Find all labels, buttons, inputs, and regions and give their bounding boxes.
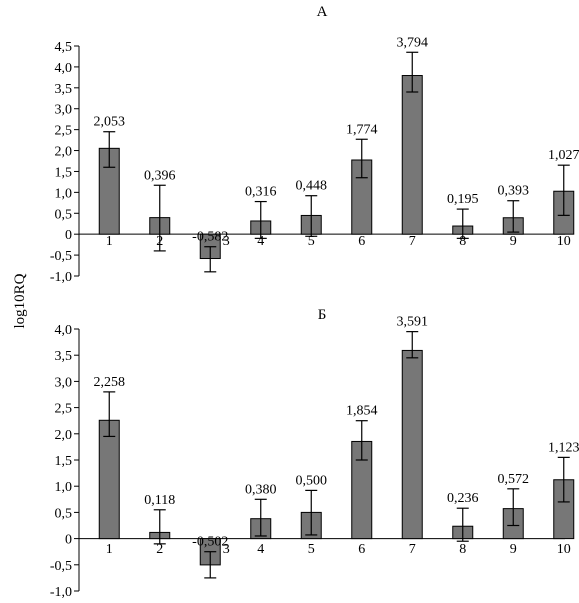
category-label: 6 [358, 234, 365, 249]
category-label: 4 [257, 234, 264, 249]
data-label: 0,393 [498, 184, 530, 199]
category-label: 4 [257, 542, 264, 557]
category-label: 10 [557, 234, 571, 249]
y-axis-label: log10RQ [12, 273, 28, 328]
data-label: 0,236 [447, 491, 479, 506]
y-tick-label: 0,5 [55, 207, 73, 222]
data-label: 0,396 [144, 168, 176, 183]
y-tick-label: 3,0 [55, 103, 73, 118]
data-label: 3,591 [397, 315, 429, 330]
category-label: 7 [409, 234, 416, 249]
data-label: 3,794 [397, 35, 429, 50]
bar [98, 419, 120, 540]
data-label: 0,500 [296, 473, 328, 488]
y-tick-label: 0 [65, 228, 72, 243]
y-tick-label: 1,0 [55, 186, 73, 201]
data-label: 0,448 [296, 179, 328, 194]
y-tick-label: 2,5 [55, 124, 73, 139]
data-label: 0,572 [498, 472, 530, 487]
bar [401, 75, 423, 235]
data-label: 0,380 [245, 482, 277, 497]
y-tick-label: 3,5 [55, 349, 73, 364]
bar [401, 349, 423, 540]
y-tick-label: -0,5 [50, 559, 72, 574]
data-label: 1,854 [346, 404, 378, 419]
y-tick-label: -1,0 [50, 270, 72, 285]
data-label: 2,053 [94, 115, 126, 130]
category-label: 8 [459, 234, 466, 249]
y-tick-label: 4,0 [55, 323, 73, 338]
y-tick-label: -0,5 [50, 249, 72, 264]
category-label: 2 [156, 542, 163, 557]
data-label: 0,118 [144, 493, 175, 508]
category-label: 6 [358, 542, 365, 557]
category-label: 5 [308, 234, 315, 249]
category-label: 9 [510, 234, 517, 249]
data-label: 1,774 [346, 122, 378, 137]
data-label: 1,027 [548, 148, 579, 163]
category-label: 7 [409, 542, 416, 557]
category-label: 10 [557, 542, 571, 557]
y-tick-label: 1,5 [55, 454, 73, 469]
category-label: 1 [106, 542, 113, 557]
category-label: 2 [156, 234, 163, 249]
chart-panel-b: Б -1,0 -0,5 0 0,5 1,0 1,5 2,0 2,5 3,0 3,5 4,0 2,258 1… [50, 307, 579, 600]
data-label: -0,502 [192, 535, 228, 550]
category-label: 1 [106, 234, 113, 249]
y-tick-label: 2,0 [55, 145, 73, 160]
chart-panel-a: А -1,0 -0,5 0 0,5 1,0 1,5 2,0 2,5 3,0 3,5 4,0 4,5 2,0… [50, 4, 579, 285]
y-tick-label: 2,5 [55, 402, 73, 417]
y-tick-label: 0,5 [55, 506, 73, 521]
y-tick-label: 1,5 [55, 165, 73, 180]
y-tick-label: 1,0 [55, 480, 73, 495]
category-label: 3 [223, 542, 230, 557]
data-label: 0,195 [447, 192, 479, 207]
category-label: 5 [308, 542, 315, 557]
y-tick-label: 4,5 [55, 40, 73, 55]
y-tick-label: 2,0 [55, 428, 73, 443]
data-label: 0,316 [245, 185, 277, 200]
chart-title: А [317, 4, 328, 20]
category-label: 3 [223, 234, 230, 249]
data-label: 1,123 [548, 440, 579, 455]
category-label: 8 [459, 542, 466, 557]
y-tick-label: 3,5 [55, 82, 73, 97]
y-tick-label: -1,0 [50, 585, 72, 600]
category-label: 9 [510, 542, 517, 557]
chart-title: Б [318, 307, 327, 323]
y-tick-label: 0 [65, 533, 72, 548]
data-label: -0,582 [192, 230, 228, 245]
data-label: 2,258 [94, 375, 126, 390]
y-tick-label: 3,0 [55, 375, 73, 390]
y-tick-label: 4,0 [55, 61, 73, 76]
